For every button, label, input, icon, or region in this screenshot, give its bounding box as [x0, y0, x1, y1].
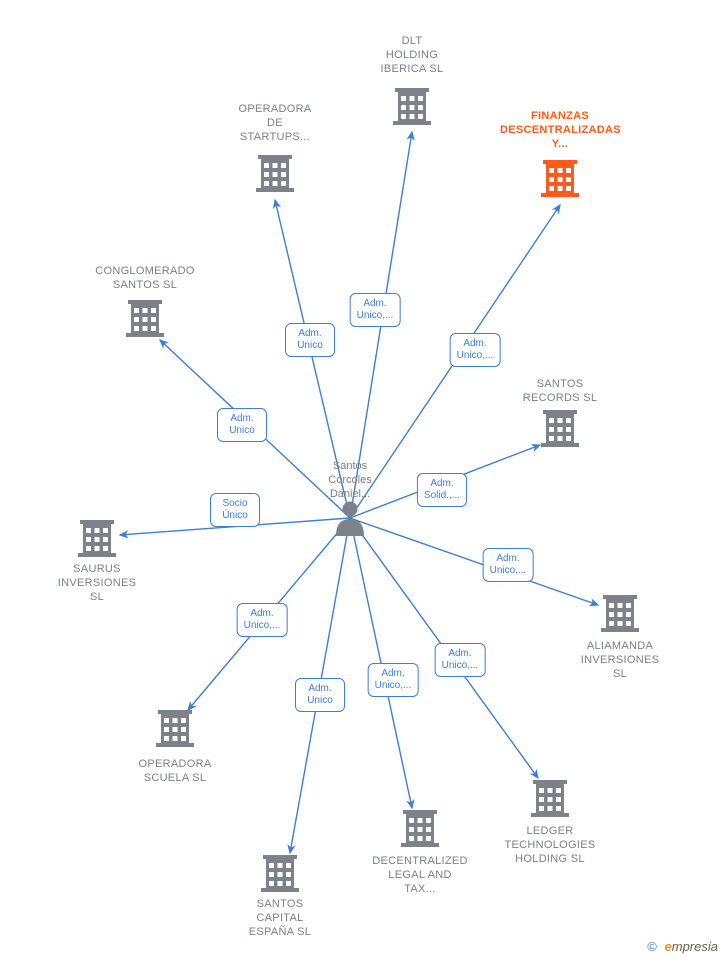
company-icon: [531, 780, 569, 817]
company-icon: [393, 88, 431, 125]
company-icon: [401, 810, 439, 847]
relationship-edge: [188, 518, 350, 710]
watermark-rest: mpresia: [672, 939, 718, 954]
relationship-edge: [350, 518, 598, 605]
network-canvas: [0, 0, 728, 960]
company-icon: [261, 855, 299, 892]
relationship-edge: [120, 518, 350, 535]
company-icon: [126, 300, 164, 337]
relationship-edge: [350, 132, 412, 518]
company-icon: [601, 595, 639, 632]
watermark: © empresia: [647, 939, 718, 954]
relationship-edge: [160, 340, 350, 518]
company-icon: [541, 160, 579, 197]
relationship-edge: [275, 200, 350, 518]
company-icon: [541, 410, 579, 447]
copyright-symbol: ©: [647, 939, 657, 954]
watermark-prefix: e: [665, 939, 672, 954]
company-icon: [78, 520, 116, 557]
relationship-edge: [350, 445, 540, 518]
relationship-edge: [290, 518, 350, 853]
relationship-edge: [350, 205, 560, 518]
company-icon: [256, 155, 294, 192]
company-icon: [156, 710, 194, 747]
